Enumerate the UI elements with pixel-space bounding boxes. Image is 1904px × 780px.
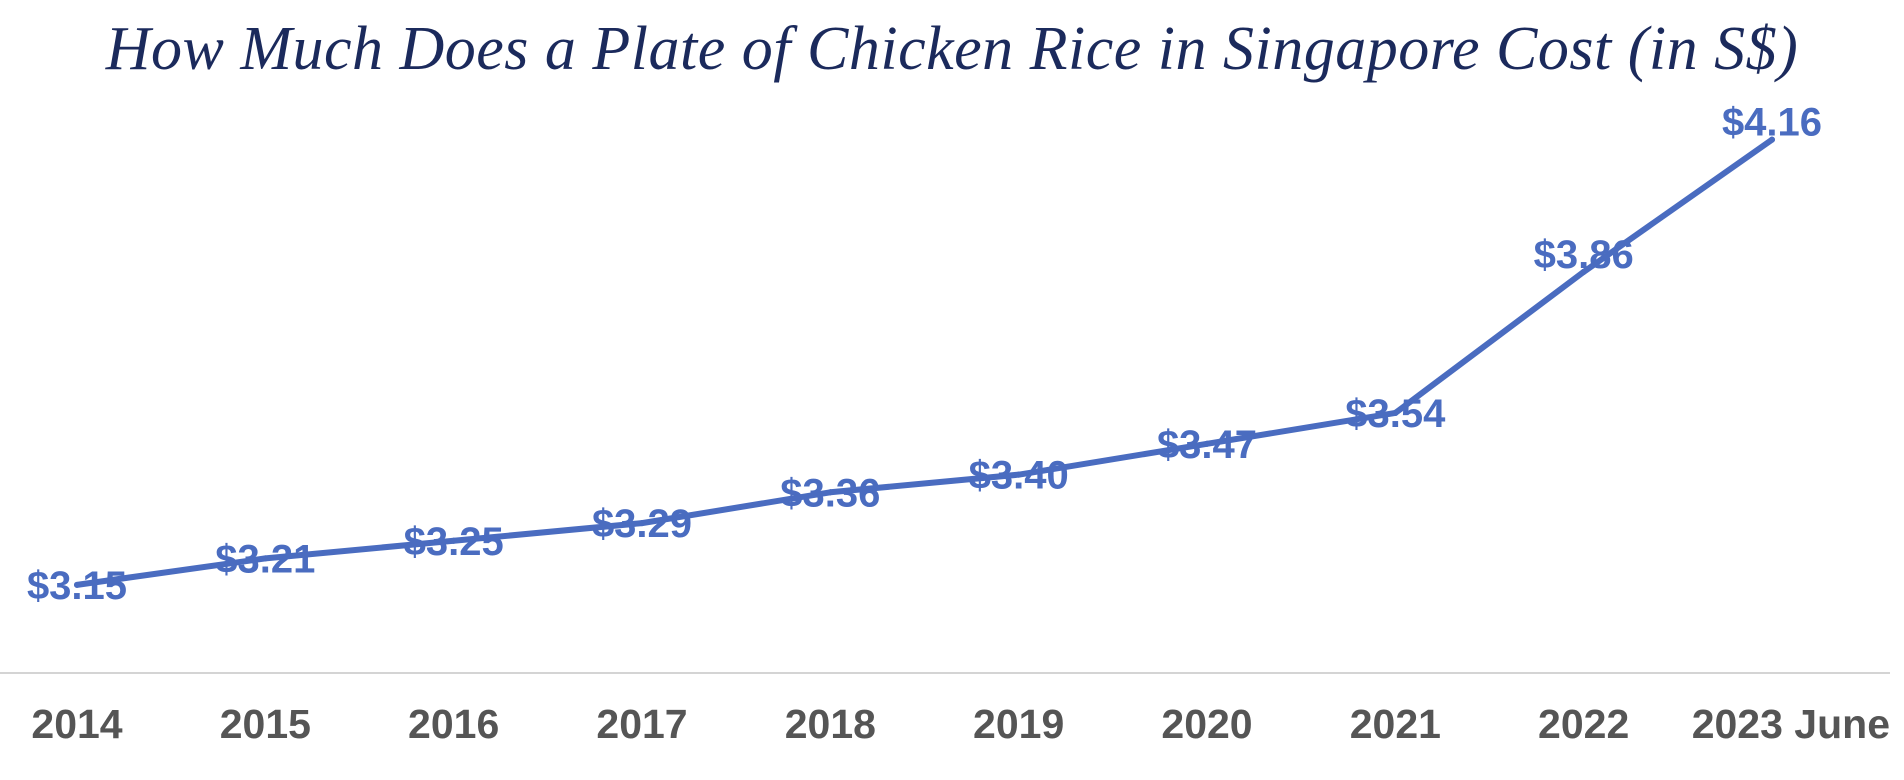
data-point — [639, 520, 645, 527]
data-label: $3.29 — [592, 502, 692, 546]
series-line-segment — [1015, 440, 1210, 478]
x-tick-label: 2015 — [220, 701, 311, 747]
series-line-segment — [1392, 268, 1587, 416]
x-tick-label: 2023 June — [1692, 701, 1890, 747]
data-point — [1580, 268, 1587, 275]
data-label: $3.15 — [27, 564, 127, 608]
data-label: $3.86 — [1534, 233, 1634, 277]
x-tick-label: 2021 — [1350, 701, 1441, 747]
data-label: $4.16 — [1722, 101, 1822, 145]
x-tick-label: 2017 — [596, 701, 687, 747]
data-label: $3.25 — [404, 520, 504, 564]
series-line-segment — [262, 537, 457, 562]
series-line-segment — [1580, 136, 1775, 275]
data-point — [1769, 136, 1775, 143]
x-tick-label: 2018 — [785, 701, 876, 747]
x-tick-label: 2016 — [408, 701, 499, 747]
series-line-segment — [1204, 409, 1399, 447]
data-point — [74, 581, 80, 588]
x-tick-label: 2014 — [31, 701, 122, 747]
series-group — [74, 136, 1775, 588]
x-tick-label: 2019 — [973, 701, 1064, 747]
data-label: $3.54 — [1345, 392, 1446, 436]
series-line-segment — [74, 555, 269, 588]
data-label: $3.40 — [969, 454, 1069, 498]
x-tick-labels-group: 2014 2015 2016 2017 2018 2019 2020 2021 2022 2023… — [31, 701, 1890, 747]
x-tick-label: 2022 — [1538, 701, 1629, 747]
series-line-segment — [827, 471, 1022, 496]
data-point — [450, 537, 457, 544]
data-point — [1204, 440, 1210, 447]
data-label: $3.21 — [215, 537, 315, 581]
data-point — [1015, 471, 1022, 478]
chart-title: How Much Does a Plate of Chicken Rice in… — [105, 15, 1799, 83]
data-point — [827, 489, 834, 496]
data-label: $3.36 — [780, 471, 880, 515]
data-point — [262, 555, 269, 562]
data-labels-group: $3.15 $3.21 $3.25 $3.29 $3.36 $3.40 $3.47 $3.54… — [27, 101, 1822, 608]
series-line-segment — [639, 489, 834, 527]
data-label: $3.47 — [1157, 423, 1257, 467]
series-line-segment — [450, 520, 645, 544]
data-point — [1392, 409, 1399, 416]
x-tick-label: 2020 — [1161, 701, 1252, 747]
